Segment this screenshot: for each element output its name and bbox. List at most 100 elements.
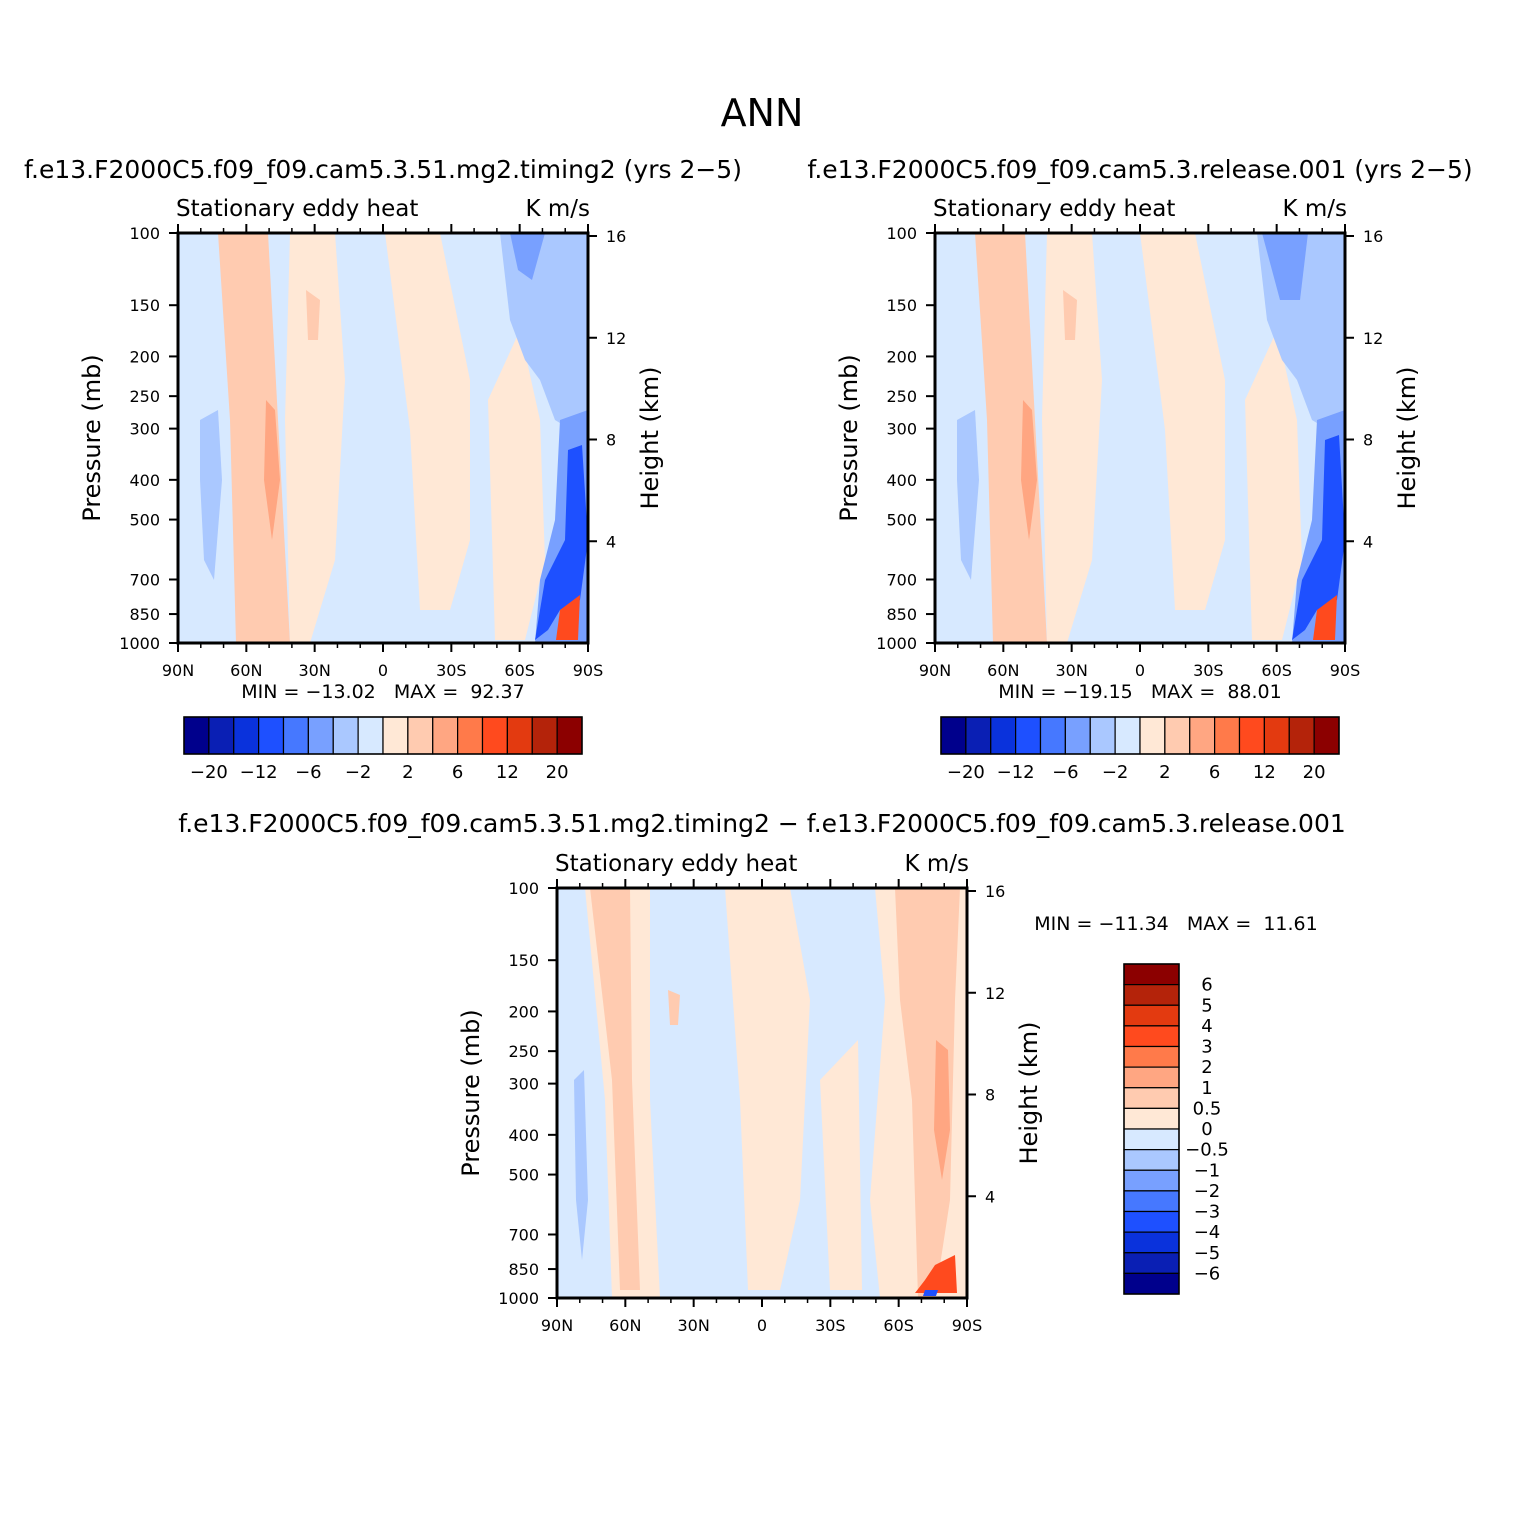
contour-field bbox=[178, 233, 588, 643]
contour-warm-surface bbox=[556, 595, 580, 640]
contour-warm-core bbox=[1021, 400, 1037, 540]
colorbar-swatch bbox=[1288, 716, 1315, 755]
y2-tick-label: 16 bbox=[606, 227, 626, 246]
colorbar-swatch bbox=[407, 716, 434, 755]
y-tick-label: 150 bbox=[129, 296, 160, 315]
colorbar-swatch bbox=[258, 716, 285, 755]
colorbar-tick-label: 0.5 bbox=[1193, 1098, 1222, 1119]
y-tick-label: 1000 bbox=[119, 634, 160, 653]
axes-panel-2: 100150200250300400500700850100016128490N… bbox=[457, 879, 1318, 1335]
colorbar-tick-label: 6 bbox=[1209, 762, 1220, 783]
contour-cold-north bbox=[200, 410, 222, 580]
colorbar-swatch bbox=[1123, 1149, 1180, 1171]
x-tick-label: 90N bbox=[162, 661, 194, 680]
colorbar-swatch bbox=[965, 716, 992, 755]
y2-tick-label: 12 bbox=[1363, 329, 1383, 348]
axes-panel-1: 100 150 200 250 300 400 500 700 850 1000 16 12 8 4 90N… bbox=[835, 224, 1421, 703]
x-tick-label: 30S bbox=[436, 661, 467, 680]
case-title: f.e13.F2000C5.f09_f09.cam5.3.release.001… bbox=[807, 155, 1472, 184]
case-title: f.e13.F2000C5.f09_f09.cam5.3.51.mg2.timi… bbox=[24, 155, 742, 184]
y-tick-label: 150 bbox=[508, 951, 539, 970]
y2-axis-title: Height (km) bbox=[1015, 1022, 1043, 1165]
colorbar-swatch bbox=[1123, 1128, 1180, 1151]
x-tick-label: 0 bbox=[757, 1316, 767, 1335]
y2-axis-title: Height (km) bbox=[1393, 367, 1421, 510]
y2-tick-label: 4 bbox=[606, 532, 616, 551]
min-max-stats: MIN = −13.02 MAX = 92.37 bbox=[241, 681, 524, 703]
y-tick-label: 1000 bbox=[498, 1289, 539, 1308]
colorbar-swatch bbox=[1123, 1004, 1180, 1027]
y2-tick-label: 16 bbox=[1363, 227, 1383, 246]
colorbar-tick-label: 20 bbox=[1303, 762, 1326, 783]
colorbar-swatch bbox=[1114, 716, 1141, 755]
colorbar-swatch bbox=[531, 716, 558, 755]
colorbar-swatch bbox=[556, 716, 583, 755]
colorbar-swatch bbox=[1123, 1107, 1180, 1130]
contour-cold-lower-core bbox=[535, 445, 588, 640]
contour-warm-subtropics bbox=[1140, 233, 1225, 610]
contour-warm-midlat bbox=[1245, 330, 1302, 640]
y-tick-label: 300 bbox=[508, 1075, 539, 1094]
colorbar-swatch bbox=[1123, 1025, 1180, 1048]
colorbar-tick-label: 12 bbox=[496, 762, 519, 783]
colorbar-swatch bbox=[1313, 716, 1340, 755]
colorbar-tick-label: −3 bbox=[1194, 1202, 1221, 1223]
y-tick-label: 500 bbox=[129, 511, 160, 530]
y-tick-label: 400 bbox=[508, 1126, 539, 1145]
colorbar-swatch bbox=[382, 716, 409, 755]
x-tick-label: 0 bbox=[378, 661, 388, 680]
colorbar-tick-label: −20 bbox=[190, 762, 228, 783]
y-tick-label: 850 bbox=[508, 1260, 539, 1279]
colorbar-tick-label: 2 bbox=[1159, 762, 1170, 783]
min-max-stats: MIN = −11.34 MAX = 11.61 bbox=[1034, 913, 1317, 935]
colorbar-tick-label: −6 bbox=[1194, 1263, 1221, 1284]
colorbar-tick-label: −5 bbox=[1194, 1243, 1221, 1264]
colorbar-tick-label: 2 bbox=[1201, 1057, 1212, 1078]
colorbar-tick-label: −20 bbox=[947, 762, 985, 783]
contour-warm-tropics bbox=[725, 888, 810, 1290]
x-tick-label: 60N bbox=[609, 1316, 641, 1335]
colorbar-swatch bbox=[1164, 716, 1191, 755]
y-tick-label: 250 bbox=[129, 387, 160, 406]
y2-tick-label: 8 bbox=[985, 1086, 995, 1105]
contour-cold-upper-core bbox=[1262, 233, 1308, 300]
y-tick-label: 700 bbox=[508, 1225, 539, 1244]
y-tick-label: 850 bbox=[886, 605, 917, 624]
colorbar-swatch bbox=[1189, 716, 1216, 755]
contour-warm-south-core bbox=[895, 888, 960, 1298]
y-tick-label: 250 bbox=[886, 387, 917, 406]
colorbar-swatch bbox=[1123, 1066, 1180, 1089]
y-tick-label: 850 bbox=[129, 605, 160, 624]
contour-warm-core bbox=[264, 400, 280, 540]
colorbar-swatch bbox=[1039, 716, 1066, 755]
y2-tick-label: 12 bbox=[606, 329, 626, 348]
colorbar-tick-label: 3 bbox=[1201, 1037, 1212, 1058]
y-tick-label: 300 bbox=[886, 420, 917, 439]
x-tick-label: 0 bbox=[1135, 661, 1145, 680]
contour-field bbox=[935, 233, 1345, 643]
y-tick-label: 200 bbox=[886, 347, 917, 366]
x-tick-label: 60S bbox=[504, 661, 535, 680]
units-label: K m/s bbox=[904, 851, 969, 877]
x-tick-label: 90S bbox=[1330, 661, 1361, 680]
colorbar-swatch bbox=[332, 716, 359, 755]
axes-layer: 100150200250300400500700850100016128490N… bbox=[78, 224, 1421, 1335]
colorbar-swatch bbox=[457, 716, 484, 755]
colorbar-tick-label: −4 bbox=[1194, 1222, 1221, 1243]
contour-cold-surface bbox=[923, 1290, 938, 1296]
colorbar-tick-label: 6 bbox=[1201, 975, 1212, 996]
colorbar-tick-label: 1 bbox=[1201, 1078, 1212, 1099]
colorbar-swatch bbox=[481, 716, 508, 755]
contour-warm-tropics bbox=[1042, 233, 1102, 643]
colorbar-swatch bbox=[1015, 716, 1042, 755]
y-tick-label: 200 bbox=[129, 347, 160, 366]
y-tick-label: 300 bbox=[129, 420, 160, 439]
colorbar-tick-label: −6 bbox=[1052, 762, 1079, 783]
colorbar-1: −20 −12 −6 −2 2 6 12 20 bbox=[940, 716, 1340, 783]
x-tick-label: 60N bbox=[987, 661, 1019, 680]
axes-panel-0: 100 150 200 250 300 400 500 700 850 1000 16 12 8 4 90N… bbox=[78, 224, 664, 703]
contour-warm-subtropics bbox=[385, 233, 470, 610]
colorbar-swatch bbox=[1123, 1087, 1180, 1109]
contour-warm-small bbox=[1063, 290, 1077, 340]
colorbar-swatch bbox=[183, 716, 210, 755]
